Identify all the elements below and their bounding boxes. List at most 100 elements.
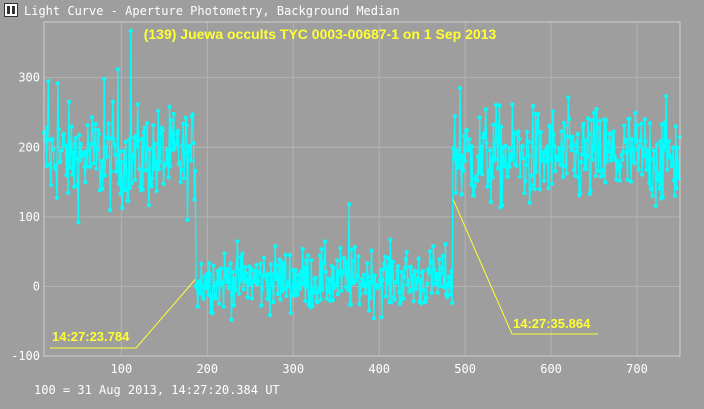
data-point: [325, 290, 330, 295]
data-point: [676, 172, 681, 178]
data-point: [70, 172, 75, 177]
data-point: [429, 290, 434, 295]
plot-frame: [43, 21, 681, 357]
data-point: [95, 147, 100, 152]
data-point: [96, 127, 101, 133]
data-point: [78, 158, 83, 163]
data-point: [174, 142, 179, 147]
data-point: [53, 163, 59, 168]
data-point: [532, 187, 537, 192]
data-point: [261, 255, 267, 260]
data-point: [149, 184, 154, 189]
data-point: [392, 297, 397, 302]
data-point: [420, 269, 426, 274]
light-curve-app-icon[interactable]: [4, 3, 18, 17]
data-point: [622, 123, 627, 128]
data-point: [245, 295, 250, 300]
data-point: [671, 145, 676, 150]
y-tick-label: 300: [18, 71, 40, 85]
data-point: [453, 190, 458, 195]
data-point: [45, 125, 50, 130]
data-point: [514, 163, 519, 168]
data-point: [104, 154, 109, 159]
data-point: [460, 153, 465, 158]
data-point: [449, 269, 454, 274]
data-point: [580, 125, 586, 130]
x-tick-label: 500: [454, 362, 476, 376]
data-point: [427, 249, 432, 254]
data-point: [118, 191, 123, 196]
data-point: [643, 139, 648, 144]
data-point: [303, 298, 308, 304]
data-point: [115, 161, 120, 166]
data-point: [520, 143, 525, 148]
data-point: [121, 183, 126, 188]
data-point: [620, 157, 625, 163]
data-point: [436, 277, 441, 282]
data-point: [638, 138, 643, 143]
data-point: [515, 132, 520, 137]
data-point: [379, 315, 384, 320]
data-point: [542, 178, 547, 183]
data-point: [273, 244, 278, 249]
y-tick-label: -100: [11, 349, 40, 363]
data-point: [150, 176, 155, 181]
data-point: [222, 251, 227, 256]
data-point: [206, 293, 211, 298]
data-point: [439, 271, 444, 276]
data-point: [572, 167, 577, 173]
data-point: [421, 288, 426, 293]
data-point: [382, 261, 387, 266]
data-point: [573, 149, 579, 154]
data-point: [446, 274, 451, 279]
data-point: [71, 150, 76, 155]
data-point: [475, 178, 480, 183]
data-point: [246, 276, 251, 282]
data-point: [457, 165, 462, 170]
data-point: [630, 147, 635, 152]
data-point: [307, 290, 312, 295]
data-point: [260, 287, 265, 292]
data-point: [178, 180, 183, 185]
data-point: [521, 156, 526, 161]
data-point: [169, 117, 174, 123]
data-point: [144, 157, 149, 163]
data-point: [55, 81, 60, 86]
data-point: [612, 154, 617, 159]
data-point: [423, 299, 428, 304]
data-point: [479, 144, 484, 149]
data-point: [633, 110, 638, 116]
data-point: [654, 142, 659, 147]
data-point: [461, 168, 466, 173]
data-point: [251, 268, 256, 273]
data-point: [475, 154, 481, 159]
data-point: [171, 111, 176, 117]
data-point: [511, 130, 517, 135]
data-point: [548, 124, 553, 129]
data-point: [365, 261, 370, 266]
data-point: [199, 261, 204, 266]
data-point: [288, 310, 293, 315]
data-point: [477, 115, 482, 120]
data-point: [106, 121, 111, 126]
annotation-leader-reappearance: [452, 199, 598, 335]
data-point: [469, 182, 474, 187]
data-point: [464, 127, 469, 133]
data-point: [236, 267, 241, 272]
data-point: [76, 220, 81, 225]
data-point: [298, 286, 303, 291]
data-point: [469, 144, 475, 149]
data-point: [89, 142, 94, 147]
data-point: [156, 108, 161, 113]
data-point: [154, 188, 159, 194]
data-point: [341, 269, 346, 274]
data-point: [90, 127, 96, 133]
data-point: [571, 143, 576, 148]
data-point: [457, 86, 463, 91]
data-point: [326, 276, 331, 281]
data-point: [243, 271, 249, 276]
data-point: [151, 123, 156, 128]
data-point: [93, 122, 98, 127]
data-point: [585, 153, 590, 159]
data-point: [616, 167, 622, 172]
